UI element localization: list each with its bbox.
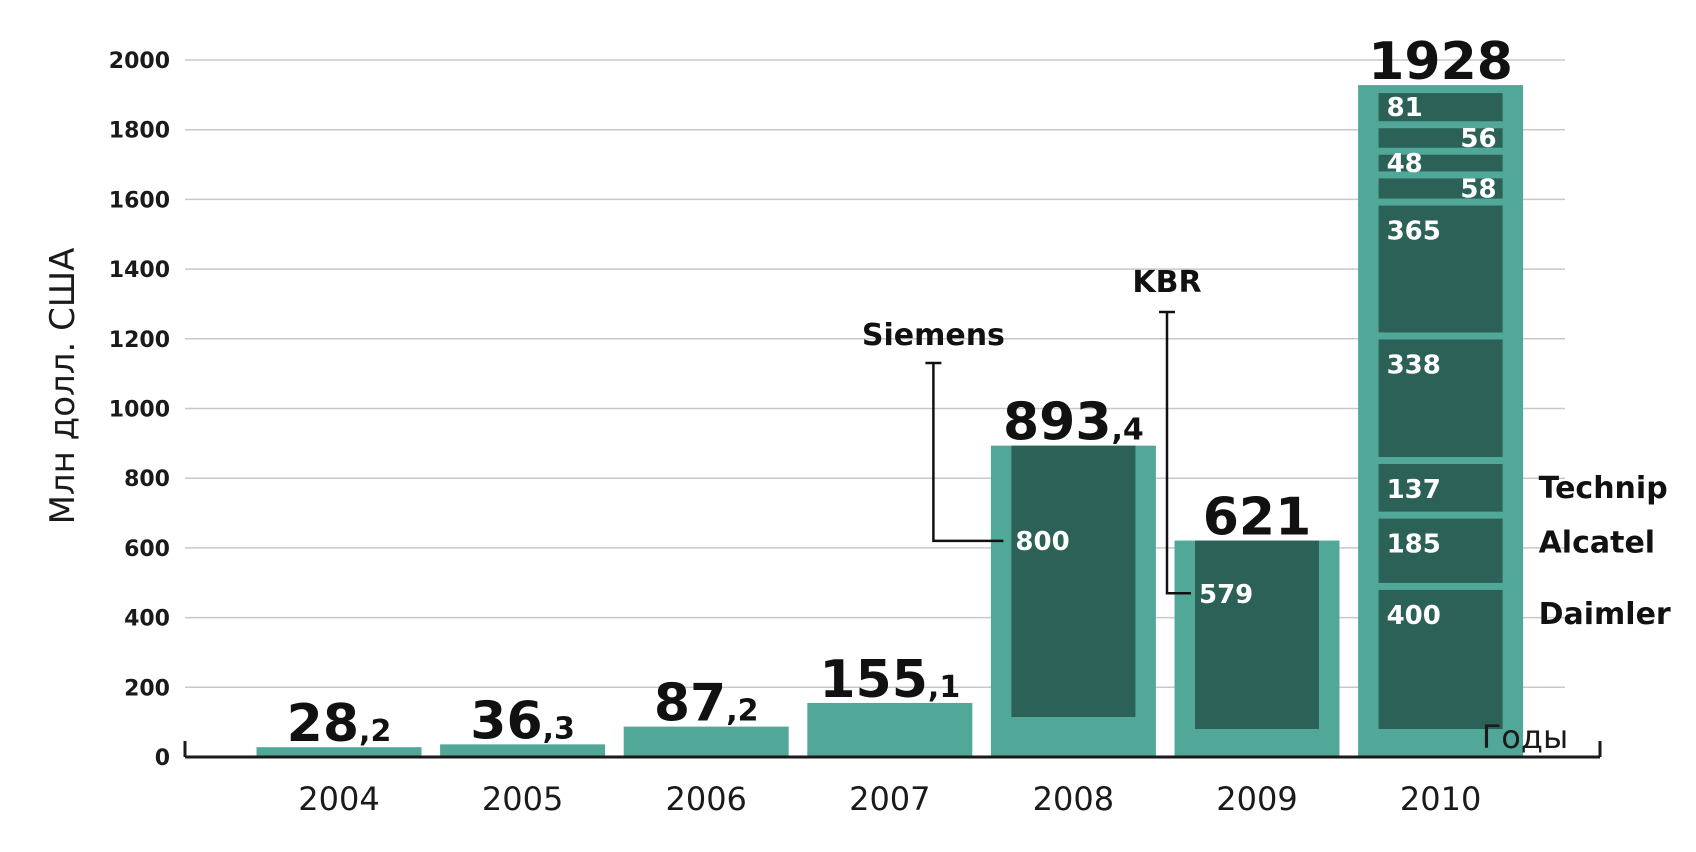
segment-label: 58 — [1460, 174, 1496, 204]
bar-2004 — [256, 747, 422, 757]
y-tick-label: 1200 — [109, 328, 170, 353]
y-tick-label: 1600 — [109, 188, 170, 213]
company-label: Technip — [1539, 471, 1668, 506]
y-tick-label: 200 — [124, 676, 170, 701]
x-tick-label: 2005 — [482, 780, 563, 818]
segment-label: 56 — [1460, 124, 1496, 154]
segment-2010 — [1378, 128, 1503, 148]
segment-label: 48 — [1387, 149, 1423, 179]
x-axis-label: Годы — [1482, 718, 1568, 756]
bars — [256, 85, 1524, 758]
x-tick-label: 2007 — [849, 780, 930, 818]
company-label: Siemens — [862, 318, 1005, 353]
y-tick-label: 1800 — [109, 119, 170, 144]
segment-label: 400 — [1387, 601, 1441, 631]
x-tick-label: 2008 — [1033, 780, 1114, 818]
callout-line — [1165, 312, 1191, 595]
gridlines — [185, 59, 1565, 689]
x-tick-label: 2006 — [665, 780, 746, 818]
axes — [183, 741, 1602, 759]
segment-2010 — [1378, 518, 1503, 583]
bar-2005 — [440, 744, 606, 757]
y-tick-label: 400 — [124, 607, 170, 632]
callout-line — [932, 363, 1004, 543]
y-tick-label: 0 — [155, 746, 170, 771]
segment-2010 — [1378, 205, 1503, 333]
y-tick-label: 1000 — [109, 398, 170, 423]
x-tick-label: 2004 — [298, 780, 379, 818]
segment-2010 — [1378, 178, 1503, 199]
y-axis-label: Млн долл. США — [43, 248, 83, 525]
x-tick-label: 2010 — [1400, 780, 1481, 818]
y-tick-label: 800 — [124, 467, 170, 492]
segment-2010 — [1378, 339, 1503, 457]
value-label-2005: 36,3 — [470, 691, 575, 751]
segment-2009 — [1195, 540, 1319, 729]
value-label-2010: 1928 — [1368, 32, 1513, 92]
segment-label: 579 — [1199, 580, 1253, 610]
value-label-2004: 28,2 — [287, 694, 392, 754]
value-label-2007: 155,1 — [819, 650, 960, 710]
value-label-2008: 893,4 — [1003, 393, 1144, 453]
segment-label: 81 — [1387, 93, 1423, 123]
segment-label: 185 — [1387, 530, 1441, 560]
segment-label: 338 — [1387, 350, 1441, 380]
segment-label: 365 — [1387, 217, 1441, 247]
value-label-2009: 621 — [1203, 488, 1312, 548]
segment-2010 — [1378, 463, 1503, 512]
value-label-2006: 87,2 — [654, 674, 759, 734]
labels: 0 200 400 600 800 1000 1200 1400 1600 1800 2000 200… — [109, 32, 1671, 818]
company-label: Alcatel — [1539, 526, 1656, 561]
segment-label: 137 — [1387, 475, 1441, 505]
segment-2010 — [1378, 154, 1503, 172]
company-label: Daimler — [1539, 597, 1671, 632]
bar-2006 — [623, 726, 789, 757]
x-tick-label: 2009 — [1216, 780, 1297, 818]
y-tick-label: 1400 — [109, 258, 170, 283]
segment-2010 — [1378, 93, 1503, 122]
segment-2008 — [1011, 445, 1136, 717]
company-label: KBR — [1132, 265, 1201, 300]
y-tick-label: 2000 — [109, 49, 170, 74]
segment-label: 800 — [1015, 527, 1069, 557]
segment-2010 — [1378, 589, 1503, 729]
y-tick-label: 600 — [124, 537, 170, 562]
bar-2007 — [807, 702, 973, 757]
